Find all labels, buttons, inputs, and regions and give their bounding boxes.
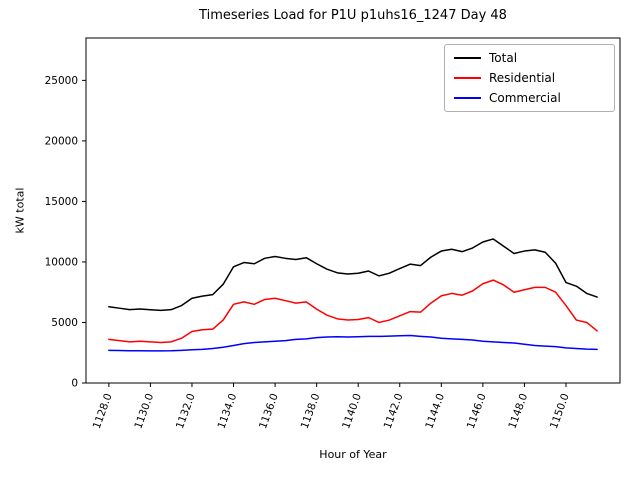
x-tick-label: 1138.0 (299, 392, 323, 431)
total-line-sample-icon (454, 57, 481, 59)
x-tick-label: 1134.0 (215, 392, 239, 431)
y-tick-label: 0 (71, 378, 78, 390)
y-tick-label: 20000 (45, 135, 78, 147)
y-tick-label: 5000 (51, 317, 78, 329)
x-tick-label: 1132.0 (174, 392, 198, 431)
series-line-commercial (108, 334, 598, 352)
legend-item-commercial: Commercial (454, 92, 604, 104)
y-axis-label: kW total (13, 187, 27, 234)
y-tick-label: 15000 (45, 196, 78, 208)
legend: Total Residential Commercial (444, 44, 615, 112)
legend-label-commercial: Commercial (489, 91, 561, 105)
x-tick-label: 1142.0 (382, 392, 406, 431)
x-tick-label: 1128.0 (91, 392, 115, 431)
legend-label-residential: Residential (489, 71, 556, 85)
legend-item-residential: Residential (454, 72, 604, 84)
x-tick-label: 1148.0 (506, 392, 530, 431)
y-tick-label: 25000 (45, 75, 78, 87)
x-tick-label: 1144.0 (423, 392, 447, 431)
x-tick-label: 1136.0 (257, 392, 281, 431)
x-tick-label: 1140.0 (340, 392, 364, 431)
series-line-total (108, 238, 598, 312)
x-tick-label: 1146.0 (465, 392, 489, 431)
axes-spines (85, 37, 621, 384)
x-tick-label: 1130.0 (132, 392, 156, 431)
residential-line-sample-icon (454, 77, 481, 79)
legend-label-total: Total (489, 51, 518, 65)
series-line-residential (108, 279, 598, 344)
x-tick-label: 1150.0 (548, 392, 572, 431)
chart-title: Timeseries Load for P1U p1uhs16_1247 Day… (199, 8, 507, 23)
commercial-line-sample-icon (454, 97, 481, 99)
y-tick-label: 10000 (45, 257, 78, 269)
legend-item-total: Total (454, 52, 604, 64)
x-axis-label: Hour of Year (319, 448, 387, 461)
